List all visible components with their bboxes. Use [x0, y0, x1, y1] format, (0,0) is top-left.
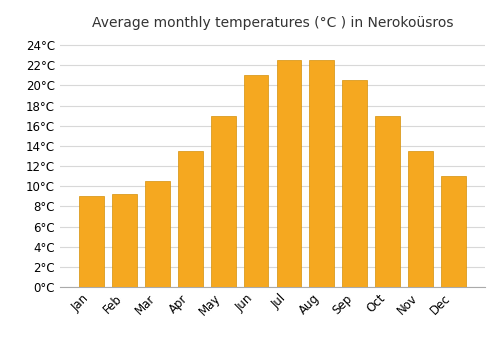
Bar	[211, 116, 236, 287]
Bar	[276, 60, 301, 287]
Bar	[342, 80, 367, 287]
Bar	[178, 151, 203, 287]
Bar	[145, 181, 170, 287]
Bar	[408, 151, 433, 287]
Bar	[310, 60, 334, 287]
Bar	[80, 196, 104, 287]
Bar	[244, 75, 268, 287]
Title: Average monthly temperatures (°C ) in Nerokoüsros: Average monthly temperatures (°C ) in Ne…	[92, 16, 453, 30]
Bar	[441, 176, 466, 287]
Bar	[376, 116, 400, 287]
Bar	[112, 194, 137, 287]
